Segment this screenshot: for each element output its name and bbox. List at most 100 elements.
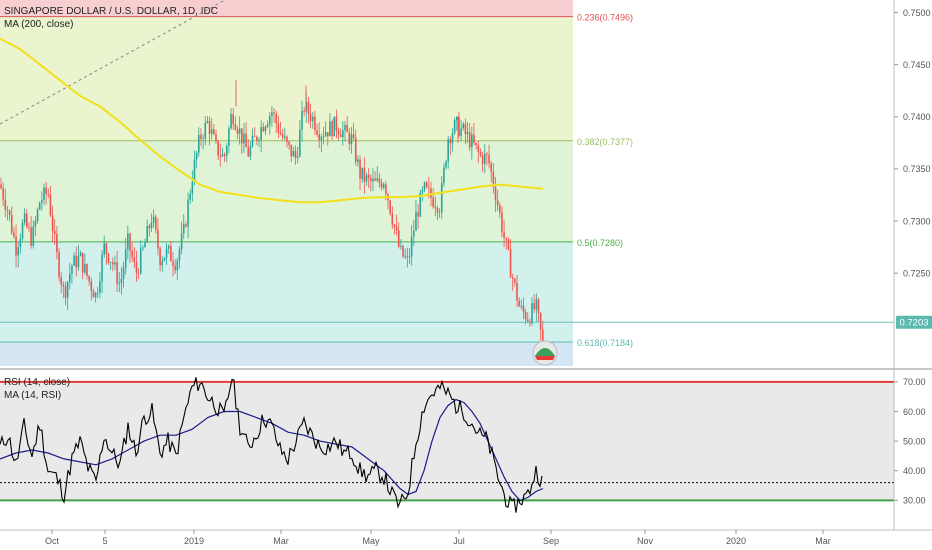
candle-body <box>79 252 82 257</box>
candle-body <box>374 178 376 181</box>
candle-body <box>86 263 88 276</box>
fib-zone-bottom <box>0 342 573 366</box>
candle-body <box>178 249 181 261</box>
candle-body <box>438 212 441 213</box>
candle-body <box>124 249 127 268</box>
candle-body <box>363 167 366 182</box>
candle-body <box>38 202 41 210</box>
candle-body <box>208 121 211 134</box>
candle-body <box>395 226 398 231</box>
candle-body <box>213 129 215 135</box>
candle-body <box>92 290 95 298</box>
candle-body <box>204 122 207 139</box>
candle-body <box>314 116 316 131</box>
candle-body <box>26 213 28 227</box>
candle-body <box>344 124 346 131</box>
candle-body <box>496 200 499 206</box>
candle-body <box>243 133 245 144</box>
candle-body <box>430 188 432 198</box>
candle-body <box>516 282 518 301</box>
candle-body <box>367 175 370 178</box>
candle-body <box>13 232 15 237</box>
candle-body <box>238 128 241 134</box>
ma200-legend[interactable]: MA (200, close) <box>4 19 74 30</box>
candle-body <box>112 262 114 265</box>
candle-body <box>318 134 320 141</box>
candle-body <box>277 123 280 133</box>
candle-body <box>337 130 340 135</box>
candle-body <box>172 261 174 266</box>
candle-body <box>137 272 140 274</box>
symbol-title[interactable]: SINGAPORE DOLLAR / U.S. DOLLAR, 1D, IDC <box>4 6 218 17</box>
candle-body <box>8 210 11 215</box>
candle-body <box>215 134 217 141</box>
candle-body <box>58 252 60 278</box>
rsi-pane[interactable] <box>0 377 894 513</box>
rsi-line <box>0 377 543 513</box>
candle-body <box>406 256 409 258</box>
candle-body <box>247 147 250 157</box>
candle-body <box>161 260 164 266</box>
candle-body <box>17 247 19 256</box>
time-axis[interactable]: Oct 5 2019 Mar May Jul Sep Nov 2020 Mar <box>0 529 932 546</box>
last-price-label: 0.7203 <box>899 318 928 329</box>
candle-body <box>195 152 198 160</box>
candle-body <box>542 329 544 342</box>
price-pane[interactable]: 0.236(0.7496) 0.382(0.7377) 0.5(0.7280) 0.6… <box>0 0 894 366</box>
candle-body <box>84 263 86 273</box>
fib-zone <box>0 140 573 242</box>
candle-body <box>101 254 103 282</box>
candle-body <box>514 278 516 283</box>
candle-body <box>281 134 284 138</box>
candle-body <box>258 140 260 141</box>
candle-body <box>193 159 196 182</box>
candle-body <box>335 116 338 131</box>
candle-body <box>103 243 105 255</box>
candle-body <box>473 134 475 143</box>
candle-body <box>0 184 2 189</box>
candle-body <box>41 199 43 203</box>
candle-body <box>77 256 80 268</box>
candle-body <box>511 277 514 279</box>
candle-body <box>262 126 265 132</box>
candle-body <box>324 132 327 136</box>
candle-body <box>122 267 125 279</box>
candle-body <box>294 150 297 158</box>
price-axis-ticks: 0.7500 0.7450 0.7400 0.7350 0.7300 0.7250 <box>894 8 931 278</box>
candle-body <box>146 225 148 243</box>
rsi-ma-legend[interactable]: MA (14, RSI) <box>4 390 62 401</box>
candle-body <box>322 135 325 137</box>
candle-body <box>268 116 271 125</box>
price-tick-label: 0.7500 <box>903 8 931 18</box>
candle-body <box>273 112 275 114</box>
candle-body <box>524 312 527 320</box>
candle-body <box>284 136 286 138</box>
candle-body <box>499 205 501 213</box>
candlesticks <box>0 80 544 354</box>
candle-body <box>152 216 155 223</box>
candle-body <box>404 256 406 258</box>
candle-body <box>28 226 30 228</box>
candle-body <box>144 242 146 248</box>
candle-body <box>219 155 222 157</box>
candle-body <box>116 262 118 284</box>
price-axis[interactable]: 0.7500 0.7450 0.7400 0.7350 0.7300 0.7250 70.… <box>893 0 932 530</box>
rsi-title[interactable]: RSI (14, close) <box>4 377 71 388</box>
candle-body <box>210 129 213 134</box>
candle-body <box>307 101 310 114</box>
candle-body <box>73 255 75 266</box>
candle-body <box>413 230 415 237</box>
candle-body <box>415 212 417 231</box>
candle-body <box>275 113 277 124</box>
candle-body <box>434 206 437 209</box>
last-price-badge: 0.7203 <box>896 315 932 329</box>
candle-body <box>348 132 351 145</box>
candle-body <box>451 133 454 144</box>
candle-body <box>4 199 7 210</box>
candle-body <box>109 262 112 263</box>
candle-body <box>94 292 97 298</box>
candle-body <box>81 252 84 273</box>
candle-body <box>471 134 473 148</box>
candle-body <box>230 114 232 129</box>
time-tick-label: 2019 <box>184 536 204 546</box>
